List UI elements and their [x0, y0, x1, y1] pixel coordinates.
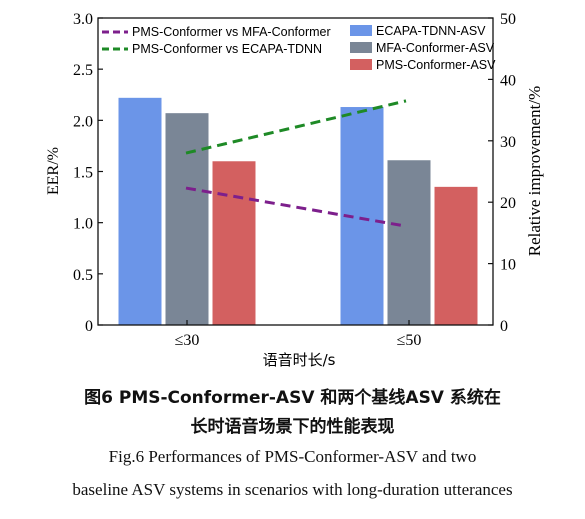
bar-1-0 — [165, 113, 209, 325]
legend-bar-label-1: MFA-Conformer-ASV — [376, 41, 495, 55]
legend-bar-swatch-2 — [350, 59, 372, 70]
trend-line-1 — [185, 99, 407, 155]
y-tick-label-right-3: 30 — [500, 134, 516, 151]
bar-2-1 — [434, 186, 478, 325]
chart: 0 0.5 1.0 1.5 2.0 2.5 3.0 0 10 20 30 40 50 ≤30 ≤50 PMS… — [45, 11, 544, 369]
legend-line-label-1: PMS-Conformer vs ECAPA-TDNN — [132, 42, 322, 56]
y-tick-label-left-1: 0.5 — [73, 267, 93, 284]
axes: 0 0.5 1.0 1.5 2.0 2.5 3.0 0 10 20 30 40 50 ≤30 ≤50 — [73, 11, 516, 349]
bar-2-0 — [212, 161, 256, 325]
y-tick-label-left-3: 1.5 — [73, 165, 93, 182]
caption-en-line-2: baseline ASV systems in scenarios with l… — [72, 480, 513, 499]
legend-bar-label-2: PMS-Conformer-ASV — [376, 58, 496, 72]
trend-lines — [185, 99, 407, 228]
y-axis-label-left: EER/% — [45, 147, 62, 195]
y-tick-label-right-0: 0 — [500, 318, 508, 335]
y-tick-label-right-1: 10 — [500, 257, 516, 274]
legend-bar-label-0: ECAPA-TDNN-ASV — [376, 24, 486, 38]
y-tick-label-right-4: 40 — [500, 72, 516, 89]
y-tick-label-left-2: 1.0 — [73, 216, 93, 233]
x-tick-label-1: ≤50 — [397, 332, 422, 349]
legend-bar-swatch-0 — [350, 25, 372, 36]
y-tick-label-left-5: 2.5 — [73, 62, 93, 79]
y-tick-label-right-2: 20 — [500, 195, 516, 212]
legend-line-label-0: PMS-Conformer vs MFA-Conformer — [132, 25, 331, 39]
trend-line-0 — [185, 186, 407, 228]
y-tick-label-left-4: 2.0 — [73, 113, 93, 130]
y-tick-label-left-0: 0 — [85, 318, 93, 335]
y-tick-label-left-6: 3.0 — [73, 11, 93, 28]
legend: PMS-Conformer vs MFA-Conformer PMS-Confor… — [102, 24, 496, 72]
y-axis-label-right: Relative improvement/% — [525, 86, 544, 256]
y-tick-label-right-5: 50 — [500, 11, 516, 28]
bar-1-1 — [387, 160, 431, 325]
caption-cn-line-1: 图6 PMS-Conformer-ASV 和两个基线ASV 系统在 — [84, 388, 501, 408]
x-tick-label-0: ≤30 — [175, 332, 200, 349]
legend-bar-swatch-1 — [350, 42, 372, 53]
bars — [118, 97, 478, 325]
caption-cn-line-2: 长时语音场景下的性能表现 — [190, 417, 395, 437]
caption-en-line-1: Fig.6 Performances of PMS-Conformer-ASV … — [108, 447, 477, 466]
x-axis-label: 语音时长/s — [263, 351, 336, 369]
bar-0-0 — [118, 97, 162, 325]
